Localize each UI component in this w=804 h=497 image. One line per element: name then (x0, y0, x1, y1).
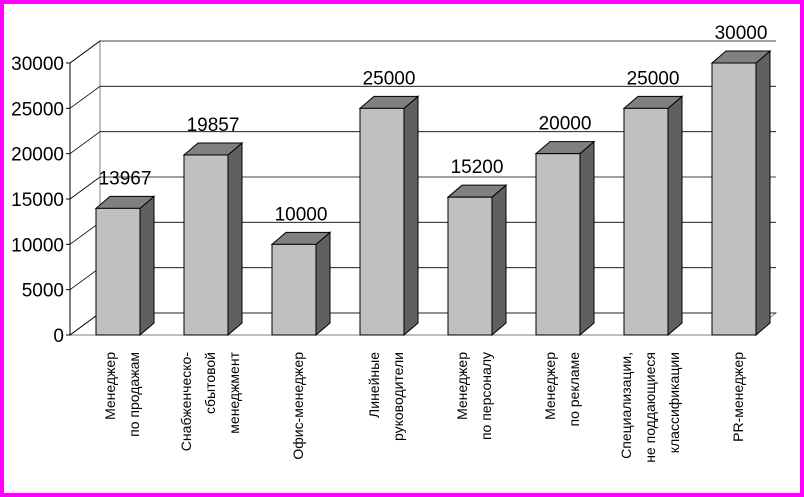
y-axis-ticks: 0 5000 10000 15000 20000 25000 30000 (11, 54, 64, 347)
category-label-line: Офис-менеджер (290, 352, 306, 460)
category-label: Менеджер по продажам (102, 352, 142, 437)
bar-side (667, 95, 683, 337)
category-label-line: PR-менеджер (730, 352, 746, 442)
data-labels: 13967 19857 10000 25000 15200 20000 25000 30000 (99, 23, 768, 225)
category-label: Линейные руководители (366, 352, 406, 441)
gridline-side (69, 131, 101, 154)
category-label: Специализации, не поддающиеся классификаци… (618, 352, 682, 463)
category-label-line: классификации (666, 352, 682, 453)
bar (447, 196, 493, 336)
bars (94, 49, 772, 337)
bar (183, 154, 229, 336)
category-label-line: сбытовой (202, 352, 218, 414)
bar-2 (182, 141, 244, 337)
category-label: Офис-менеджер (290, 352, 306, 460)
bar-side (579, 140, 595, 337)
bar-8 (710, 49, 772, 337)
bar-5 (446, 184, 508, 337)
category-label: Менеджер по рекламе (542, 352, 582, 427)
category-label: PR-менеджер (730, 352, 746, 442)
category-label-line: по продажам (126, 352, 142, 437)
gridline-side (69, 222, 101, 245)
bar (359, 107, 405, 336)
category-label-line: менеджмент (226, 351, 242, 433)
bar-side (139, 195, 155, 337)
category-label-line: руководители (390, 352, 406, 441)
data-label: 25000 (363, 68, 416, 89)
bar-4 (358, 95, 420, 337)
bar-6 (534, 140, 596, 337)
bar (271, 243, 317, 336)
category-label: Менеджер по персоналу (454, 352, 494, 440)
y-tick-label: 30000 (11, 54, 64, 75)
y-tick-label: 15000 (11, 190, 64, 211)
gridline-side (69, 176, 101, 200)
category-labels: Менеджер по продажам Снабженческо-сбытовой… (102, 351, 746, 462)
bar (95, 207, 141, 336)
data-label: 10000 (275, 204, 328, 225)
category-label-line: Специализации, (618, 352, 634, 459)
gridline-side (69, 267, 101, 290)
y-tick-label: 5000 (22, 281, 64, 302)
bar-side (403, 95, 419, 337)
bar-7 (622, 95, 684, 337)
data-label: 13967 (99, 168, 152, 189)
y-tick-label: 20000 (11, 145, 64, 166)
bar-side (315, 231, 331, 337)
data-label: 15200 (451, 157, 504, 178)
bar-1 (94, 195, 156, 337)
data-label: 20000 (539, 114, 592, 135)
bar-side (227, 141, 243, 337)
bar (535, 153, 581, 336)
bar-side (755, 49, 771, 337)
category-label-line: Линейные (366, 352, 382, 418)
gridline-side (69, 312, 101, 336)
bar (711, 62, 757, 336)
data-label: 19857 (187, 115, 240, 136)
gridline-side (69, 86, 101, 109)
y-tick-label: 0 (53, 326, 64, 347)
data-label: 30000 (715, 23, 768, 44)
data-label: 25000 (627, 68, 680, 89)
category-label-line: по рекламе (566, 352, 582, 427)
gridline-side (69, 40, 101, 64)
category-label-line: Менеджер (454, 352, 470, 420)
category-label-line: не поддающиеся (642, 352, 658, 463)
category-label-line: Менеджер (542, 352, 558, 420)
category-label-line: по персоналу (478, 352, 494, 440)
bar-side (491, 184, 507, 337)
y-tick-label: 10000 (11, 235, 64, 256)
y-tick-label: 25000 (11, 99, 64, 120)
category-label-line: Снабженческо- (178, 352, 194, 452)
category-label: Снабженческо-сбытовой менеджмент (178, 351, 242, 451)
bar-3 (270, 231, 332, 337)
category-label-line: Менеджер (102, 352, 118, 420)
bar (623, 107, 669, 336)
